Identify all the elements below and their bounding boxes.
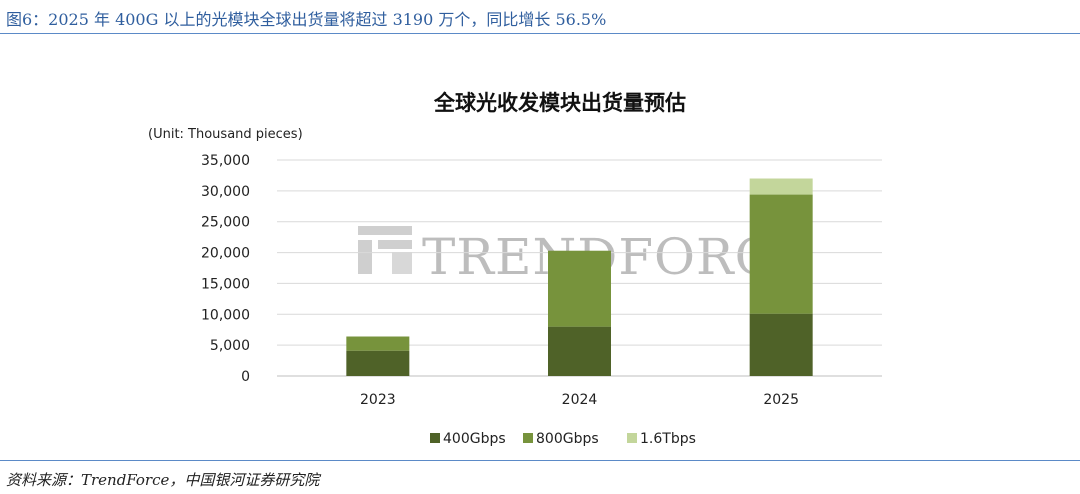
y-tick-label: 20,000 xyxy=(201,246,250,262)
bar-16tbps-2025 xyxy=(749,178,813,195)
legend-swatch xyxy=(627,433,637,443)
y-tick-label: 30,000 xyxy=(201,184,250,200)
unit-label: (Unit: Thousand pieces) xyxy=(148,127,303,142)
watermark-logo-bar-mid xyxy=(378,240,412,249)
y-tick-label: 15,000 xyxy=(201,276,250,292)
legend-label: 800Gbps xyxy=(536,431,599,447)
bar-400gbps-2025 xyxy=(749,313,813,376)
chart-title: 全球光收发模块出货量预估 xyxy=(433,91,686,115)
y-axis: 0 5,000 10,000 15,000 20,000 25,000 30,000 35,0… xyxy=(201,153,250,385)
bar-800gbps-2024 xyxy=(548,250,611,327)
bar-800gbps-2025 xyxy=(749,194,813,314)
legend-swatch xyxy=(430,433,440,443)
y-tick-label: 10,000 xyxy=(201,307,250,323)
x-tick-label: 2025 xyxy=(763,392,799,408)
legend-label: 1.6Tbps xyxy=(640,431,696,447)
bar-400gbps-2023 xyxy=(346,350,410,376)
y-tick-label: 35,000 xyxy=(201,153,250,169)
y-tick-label: 5,000 xyxy=(210,338,250,354)
legend-swatch xyxy=(523,433,533,443)
x-axis: 2023 2024 2025 xyxy=(360,392,799,408)
watermark-logo-bar-top xyxy=(358,226,412,235)
y-tick-label: 25,000 xyxy=(201,215,250,231)
y-tick-label: 0 xyxy=(241,369,250,385)
bar-400gbps-2024 xyxy=(548,326,611,376)
watermark-text: TRENDFORCE xyxy=(422,228,811,286)
legend: 400Gbps 800Gbps 1.6Tbps xyxy=(430,431,696,447)
figure-caption: 图6：2025 年 400G 以上的光模块全球出货量将超过 3190 万个，同比… xyxy=(6,10,607,29)
source-rule xyxy=(0,460,1080,461)
source-note: 资料来源：TrendForce，中国银河证券研究院 xyxy=(6,471,320,489)
watermark-logo-block xyxy=(392,252,412,274)
watermark-logo-bar-left xyxy=(358,240,372,274)
bar-800gbps-2023 xyxy=(346,336,410,351)
x-tick-label: 2024 xyxy=(562,392,598,408)
watermark: TRENDFORCE xyxy=(358,226,811,286)
x-tick-label: 2023 xyxy=(360,392,396,408)
legend-label: 400Gbps xyxy=(443,431,506,447)
bars xyxy=(346,178,813,376)
caption-rule xyxy=(0,33,1080,34)
